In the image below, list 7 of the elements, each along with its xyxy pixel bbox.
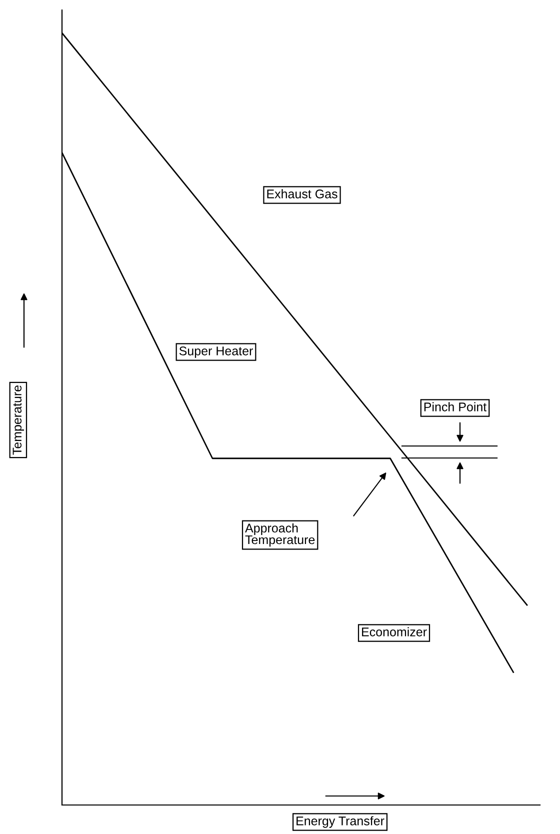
- text: Exhaust Gas: [267, 189, 338, 198]
- annotation: Approach Temperature: [245, 523, 315, 547]
- annotation: Pinch Point: [424, 402, 487, 412]
- annotation: Super Heater: [179, 346, 253, 358]
- annotation: Economizer: [362, 627, 427, 636]
- y-axis-title: Temperature: [12, 385, 24, 455]
- x-axis-title: Energy Transfer: [296, 816, 384, 828]
